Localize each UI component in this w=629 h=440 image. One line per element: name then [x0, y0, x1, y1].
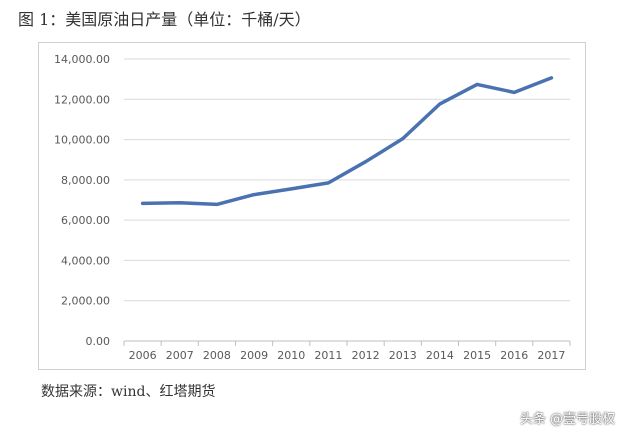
x-tick-label: 2016 [500, 349, 528, 362]
y-tick-label: 12,000.00 [54, 93, 110, 106]
x-tick-label: 2017 [537, 349, 565, 362]
chart-frame [38, 42, 586, 370]
y-tick-label: 2,000.00 [61, 295, 110, 308]
x-tick-label: 2006 [129, 349, 157, 362]
x-tick-label: 2007 [166, 349, 194, 362]
y-tick-label: 8,000.00 [61, 174, 110, 187]
data-point [475, 82, 479, 86]
x-tick-label: 2010 [277, 349, 305, 362]
source-note: 数据来源：wind、红塔期货 [41, 384, 216, 400]
watermark: 头条 @壹号股权 [519, 412, 615, 427]
x-tick-label: 2015 [463, 349, 491, 362]
series-line [140, 76, 554, 207]
x-tick-label: 2011 [314, 349, 342, 362]
data-point [141, 201, 145, 205]
x-tick-label: 2014 [426, 349, 454, 362]
y-tick-label: 10,000.00 [54, 134, 110, 147]
data-point [401, 137, 405, 141]
data-point [215, 202, 219, 206]
data-point [364, 160, 368, 164]
data-point [289, 187, 293, 191]
y-tick-label: 0.00 [86, 335, 111, 348]
data-point [438, 102, 442, 106]
figure-title: 图 1：美国原油日产量（单位：千桶/天） [18, 10, 311, 29]
x-tick-label: 2013 [389, 349, 417, 362]
x-tick-label: 2008 [203, 349, 231, 362]
x-tick-label: 2009 [240, 349, 268, 362]
y-tick-label: 6,000.00 [61, 214, 110, 227]
data-point [326, 181, 330, 185]
x-tick-label: 2012 [352, 349, 380, 362]
y-tick-label: 4,000.00 [61, 254, 110, 267]
line-chart: 0.00 2,000.00 4,000.00 6,000.00 8,000.00 10,0… [54, 53, 571, 362]
data-point [252, 193, 256, 197]
data-point [512, 90, 516, 94]
y-tick-label: 14,000.00 [54, 53, 110, 66]
data-point [178, 201, 182, 205]
data-point [549, 76, 553, 80]
